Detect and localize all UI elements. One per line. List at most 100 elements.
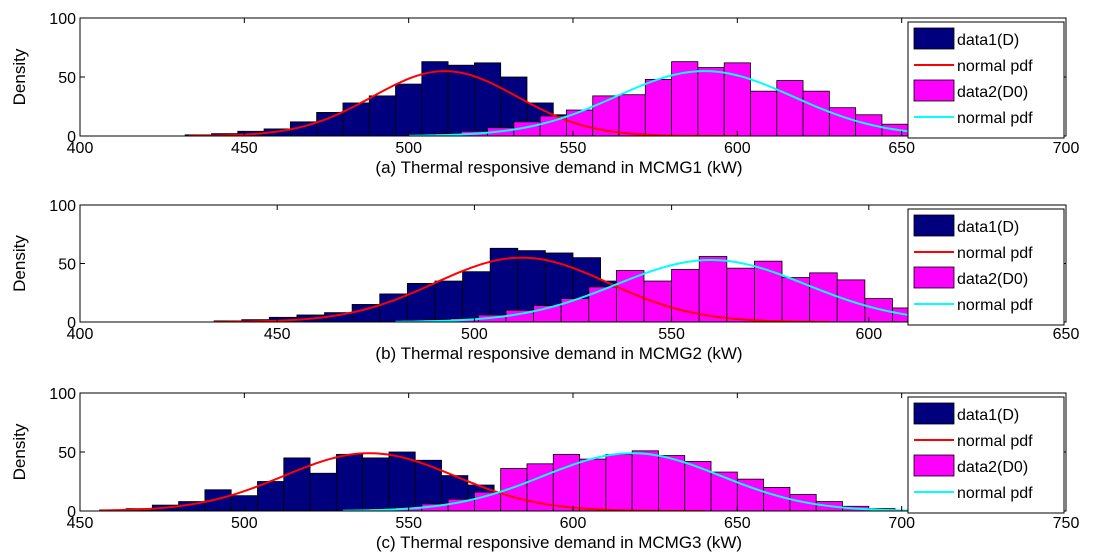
histogram-bar bbox=[750, 90, 778, 136]
legend-patch bbox=[913, 214, 955, 237]
panel-3: 450 500 550 600 650 700 750 0 50 100 (c) Thermal r… bbox=[10, 386, 1079, 552]
legend: data1(D) normal pdf data2(D0) normal pdf bbox=[907, 396, 1065, 514]
x-tick-label: 500 bbox=[395, 140, 422, 157]
y-axis-label: Density bbox=[10, 235, 29, 292]
y-tick-label: 100 bbox=[49, 11, 76, 28]
histogram-bar bbox=[643, 280, 673, 322]
histogram-bar bbox=[684, 461, 712, 511]
legend-label: data1(D) bbox=[957, 219, 1019, 236]
normal-pdf-curve bbox=[99, 452, 705, 511]
legend-patch bbox=[913, 454, 955, 477]
legend-label: data2(D0) bbox=[957, 459, 1028, 476]
legend-label: normal pdf bbox=[957, 110, 1033, 127]
normal-pdf-curve bbox=[214, 256, 830, 322]
histogram-bar bbox=[368, 95, 396, 136]
y-tick-label: 100 bbox=[49, 198, 76, 215]
y-tick-label: 100 bbox=[49, 386, 76, 403]
x-tick-label: 600 bbox=[724, 140, 751, 157]
x-tick-label: 650 bbox=[724, 515, 751, 532]
x-tick-label: 600 bbox=[560, 515, 587, 532]
histogram-bar bbox=[802, 90, 830, 136]
x-tick-label: 400 bbox=[67, 140, 94, 157]
histogram-bar bbox=[618, 94, 646, 136]
histogram-bar bbox=[579, 458, 607, 511]
histogram-bar bbox=[388, 451, 416, 511]
x-tick-label: 500 bbox=[231, 515, 258, 532]
x-tick-label: 550 bbox=[658, 326, 685, 343]
normal-pdf-curve bbox=[342, 452, 919, 511]
y-tick-label: 50 bbox=[58, 445, 76, 462]
histogram-bar bbox=[447, 64, 475, 136]
normal-pdf-curve bbox=[188, 70, 738, 136]
histogram-bar bbox=[473, 62, 502, 136]
histogram-bar bbox=[855, 114, 883, 136]
legend-patch bbox=[913, 79, 955, 102]
x-axis-label: (a) Thermal responsive demand in MCMG1 (… bbox=[375, 158, 742, 177]
histogram-bar bbox=[566, 109, 594, 136]
y-tick-label: 0 bbox=[67, 315, 76, 332]
legend-label: normal pdf bbox=[957, 297, 1033, 314]
x-tick-label: 500 bbox=[461, 326, 488, 343]
histogram-bar bbox=[809, 272, 838, 322]
x-axis-label: (c) Thermal responsive demand in MCMG3 (… bbox=[376, 533, 742, 552]
legend-patch bbox=[913, 266, 955, 289]
legend-patch bbox=[913, 402, 955, 425]
y-tick-label: 50 bbox=[58, 257, 76, 274]
plot-area bbox=[99, 450, 919, 511]
legend-label: normal pdf bbox=[957, 58, 1033, 75]
legend-label: normal pdf bbox=[957, 485, 1033, 502]
x-tick-label: 700 bbox=[1053, 140, 1080, 157]
histogram-bar bbox=[462, 271, 491, 322]
legend-label: normal pdf bbox=[957, 245, 1033, 262]
legend-label: normal pdf bbox=[957, 433, 1033, 450]
legend-patch bbox=[913, 27, 955, 50]
x-tick-label: 450 bbox=[67, 515, 94, 532]
histogram-bar bbox=[316, 112, 344, 136]
x-tick-label: 750 bbox=[1053, 515, 1080, 532]
x-tick-label: 450 bbox=[231, 140, 258, 157]
x-tick-label: 600 bbox=[855, 326, 882, 343]
x-tick-label: 550 bbox=[395, 515, 422, 532]
histogram-bar bbox=[434, 280, 463, 322]
x-tick-label: 700 bbox=[888, 515, 915, 532]
x-tick-label: 550 bbox=[560, 140, 587, 157]
histogram-bar bbox=[828, 107, 857, 136]
x-tick-label: 450 bbox=[264, 326, 291, 343]
plot-area bbox=[213, 247, 949, 322]
histogram-bar bbox=[379, 293, 408, 322]
histogram-bar bbox=[605, 453, 633, 511]
histogram-bar bbox=[776, 80, 804, 136]
legend-label: data1(D) bbox=[957, 32, 1019, 49]
histogram-bar bbox=[309, 472, 337, 511]
histogram-bar bbox=[631, 450, 659, 511]
legend-label: data1(D) bbox=[957, 407, 1019, 424]
y-tick-label: 50 bbox=[58, 70, 76, 87]
panel-1: 400 450 500 550 600 650 700 0 50 100 (a) Thermal r… bbox=[10, 11, 1079, 177]
histogram-bar bbox=[698, 256, 728, 322]
histogram-bar bbox=[414, 459, 442, 511]
y-tick-label: 0 bbox=[67, 504, 76, 521]
histogram-bar bbox=[658, 455, 686, 511]
y-axis-label: Density bbox=[10, 48, 29, 105]
histogram-bar bbox=[697, 67, 725, 136]
y-axis-label: Density bbox=[10, 423, 29, 480]
histogram-bar bbox=[710, 471, 738, 511]
legend: data1(D) normal pdf data2(D0) normal pdf bbox=[907, 21, 1065, 139]
panel-2: 400 450 500 550 600 650 0 50 100 (b) Thermal resp… bbox=[10, 198, 1079, 363]
histogram-bar bbox=[335, 453, 364, 511]
x-tick-label: 650 bbox=[1053, 326, 1080, 343]
histogram-bar bbox=[283, 457, 311, 511]
legend: data1(D) normal pdf data2(D0) normal pdf bbox=[907, 208, 1065, 326]
x-tick-label: 650 bbox=[888, 140, 915, 157]
x-tick-label: 400 bbox=[67, 326, 94, 343]
plot-area bbox=[184, 61, 952, 136]
histogram-bar bbox=[588, 286, 617, 322]
normal-pdf-curve bbox=[395, 258, 917, 322]
y-tick-label: 0 bbox=[67, 129, 76, 146]
x-axis-label: (b) Thermal responsive demand in MCMG2 (… bbox=[375, 344, 742, 363]
histogram-bar bbox=[395, 83, 423, 136]
normal-pdf-curve bbox=[408, 70, 952, 136]
legend-label: data2(D0) bbox=[957, 271, 1028, 288]
legend-label: data2(D0) bbox=[957, 84, 1028, 101]
